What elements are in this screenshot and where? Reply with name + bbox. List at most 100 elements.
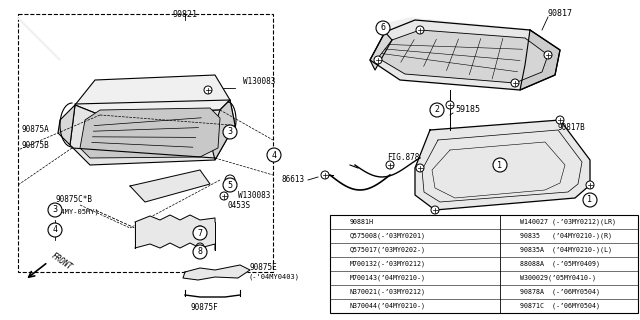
Circle shape <box>386 161 394 169</box>
Circle shape <box>586 181 594 189</box>
Text: W130083: W130083 <box>238 191 270 201</box>
Text: 90817: 90817 <box>548 10 573 19</box>
Text: 4: 4 <box>338 290 342 294</box>
Circle shape <box>51 206 59 214</box>
Circle shape <box>374 56 382 64</box>
Text: 90875E: 90875E <box>250 263 278 273</box>
Polygon shape <box>135 215 215 250</box>
Text: FIG.878: FIG.878 <box>387 154 419 163</box>
Circle shape <box>220 192 228 200</box>
Polygon shape <box>380 18 560 60</box>
Polygon shape <box>80 108 220 158</box>
Text: 86613: 86613 <box>282 175 305 185</box>
Polygon shape <box>18 18 60 60</box>
Polygon shape <box>58 105 75 145</box>
Circle shape <box>505 287 515 297</box>
Circle shape <box>225 175 235 185</box>
Circle shape <box>226 128 234 136</box>
Text: 90835A  (’04MY0210-)(L): 90835A (’04MY0210-)(L) <box>520 247 612 253</box>
Polygon shape <box>70 100 235 165</box>
Circle shape <box>430 103 444 117</box>
Circle shape <box>556 116 564 124</box>
Text: FRONT: FRONT <box>50 252 74 272</box>
Text: 5: 5 <box>227 180 232 189</box>
Circle shape <box>196 243 204 251</box>
Circle shape <box>196 226 204 234</box>
Text: W140027 (-’03MY0212)(LR): W140027 (-’03MY0212)(LR) <box>520 219 616 225</box>
Polygon shape <box>183 265 250 280</box>
Text: 90821: 90821 <box>173 10 198 19</box>
Text: W300029(’05MY0410-): W300029(’05MY0410-) <box>520 275 596 281</box>
Text: 8: 8 <box>198 247 202 257</box>
Text: 2: 2 <box>338 234 342 238</box>
Polygon shape <box>130 170 210 202</box>
Text: 1: 1 <box>338 220 342 225</box>
Text: 4: 4 <box>338 303 342 308</box>
Circle shape <box>505 301 515 311</box>
Text: 3: 3 <box>338 261 342 267</box>
Circle shape <box>335 301 345 311</box>
Circle shape <box>544 51 552 59</box>
Text: 5: 5 <box>508 234 512 238</box>
Circle shape <box>335 273 345 283</box>
Circle shape <box>267 148 281 162</box>
Text: 3: 3 <box>227 127 232 137</box>
Text: 7: 7 <box>198 228 202 237</box>
Text: 6: 6 <box>381 23 385 33</box>
Circle shape <box>193 226 207 240</box>
Text: M700132(-’03MY0212): M700132(-’03MY0212) <box>350 261 426 267</box>
Text: 90817B: 90817B <box>558 124 586 132</box>
Text: 90875A: 90875A <box>22 125 50 134</box>
Polygon shape <box>378 30 548 83</box>
Text: A910001035: A910001035 <box>593 309 636 315</box>
Bar <box>18 14 273 272</box>
Text: 4: 4 <box>271 150 276 159</box>
Circle shape <box>335 245 345 255</box>
Text: Q575017(’03MY0202-): Q575017(’03MY0202-) <box>350 247 426 253</box>
Text: 90871C  (-’06MY0504): 90871C (-’06MY0504) <box>520 303 600 309</box>
Text: N370021(-’03MY0212): N370021(-’03MY0212) <box>350 289 426 295</box>
Polygon shape <box>75 75 230 115</box>
Circle shape <box>335 217 345 227</box>
Circle shape <box>48 223 62 237</box>
Text: 1: 1 <box>588 196 593 204</box>
Text: 3: 3 <box>52 205 58 214</box>
Bar <box>330 215 638 313</box>
Circle shape <box>223 125 237 139</box>
Text: 90875B: 90875B <box>22 140 50 149</box>
Circle shape <box>335 287 345 297</box>
Text: 88088A  (-’05MY0409): 88088A (-’05MY0409) <box>520 261 600 267</box>
Text: 3: 3 <box>338 276 342 281</box>
Circle shape <box>493 158 507 172</box>
Text: 2: 2 <box>435 106 440 115</box>
Text: M700143(’04MY0210-): M700143(’04MY0210-) <box>350 275 426 281</box>
Circle shape <box>416 164 424 172</box>
Text: 90875C*B: 90875C*B <box>55 196 92 204</box>
Circle shape <box>583 193 597 207</box>
Circle shape <box>321 171 329 179</box>
Text: 7: 7 <box>508 290 512 294</box>
Text: 59185: 59185 <box>455 106 480 115</box>
Text: 6: 6 <box>508 261 512 267</box>
Circle shape <box>335 259 345 269</box>
Text: W130083: W130083 <box>243 77 275 86</box>
Text: 2: 2 <box>338 247 342 252</box>
Circle shape <box>204 86 212 94</box>
Polygon shape <box>415 120 590 210</box>
Text: 1: 1 <box>497 161 502 170</box>
Text: 90835   (’04MY0210-)(R): 90835 (’04MY0210-)(R) <box>520 233 612 239</box>
Polygon shape <box>370 20 560 90</box>
Circle shape <box>270 151 278 159</box>
Circle shape <box>505 231 515 241</box>
Circle shape <box>505 259 515 269</box>
Circle shape <box>50 205 60 215</box>
Text: 90875F: 90875F <box>190 303 218 313</box>
Circle shape <box>446 101 454 109</box>
Polygon shape <box>520 30 560 90</box>
Circle shape <box>511 79 519 87</box>
Text: Q575008(-’03MY0201): Q575008(-’03MY0201) <box>350 233 426 239</box>
Text: 8: 8 <box>508 303 512 308</box>
Circle shape <box>416 26 424 34</box>
Circle shape <box>223 178 237 192</box>
Text: (-'04MY0403): (-'04MY0403) <box>248 274 299 280</box>
